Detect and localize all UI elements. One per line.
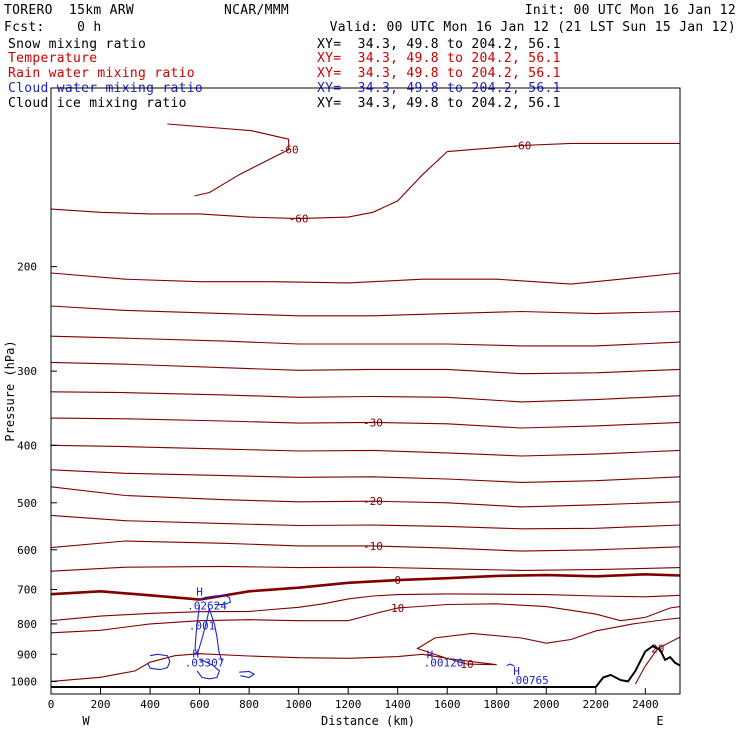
field-name-snow: Snow mixing ratio [8, 37, 147, 52]
temperature-contour [51, 565, 680, 572]
model-title: TORERO 15km ARW [4, 3, 135, 18]
x-tick-label: 200 [91, 698, 111, 711]
cloud-water-contour [147, 653, 171, 671]
cloud-water-contour [506, 663, 515, 667]
temperature-contour-label: -30 [363, 416, 383, 429]
y-axis-label: Pressure (hPa) [3, 340, 17, 441]
cloud-water-label: .00765 [509, 674, 549, 687]
y-tick-label: 500 [17, 497, 37, 510]
x-tick-label: 400 [140, 698, 160, 711]
field-xy-rain: XY= 34.3, 49.8 to 204.2, 56.1 [317, 66, 561, 81]
cloud-water-contour [196, 659, 221, 680]
cloud-water-label: H [196, 585, 203, 598]
temperature-contour [51, 603, 680, 634]
x-tick-label: 1800 [483, 698, 510, 711]
temperature-contour [51, 444, 680, 457]
terrain-line [51, 644, 680, 688]
field-name-temperature: Temperature [8, 51, 98, 66]
cloud-water-label: H [427, 648, 434, 661]
x-axis-label: Distance (km) [321, 714, 415, 728]
cloud-water-label: H [513, 665, 520, 678]
temperature-contour [51, 391, 680, 403]
y-tick-label: 900 [17, 648, 37, 661]
temperature-contour [447, 142, 680, 153]
cloud-water-label: H [193, 647, 200, 660]
temperature-contour-label: -10 [363, 540, 383, 553]
field-name-cloud-ice: Cloud ice mixing ratio [8, 96, 187, 111]
temperature-contour [51, 151, 448, 220]
x-tick-label: 2200 [583, 698, 610, 711]
cloud-water-label: .03307 [185, 657, 225, 670]
x-tick-label: 600 [190, 698, 210, 711]
field-xy-cloud-ice: XY= 34.3, 49.8 to 204.2, 56.1 [317, 96, 561, 111]
valid-time: Valid: 00 UTC Mon 16 Jan 12 (21 LST Sun … [329, 20, 736, 35]
cloud-water-contour [199, 594, 232, 606]
temperature-contour [51, 617, 680, 682]
temperature-contour [167, 123, 290, 197]
temperature-contour [51, 486, 680, 508]
x-tick-label: 1200 [335, 698, 362, 711]
plot-frame [50, 87, 681, 695]
temperature-contour-label: -60 [279, 144, 299, 157]
temperature-contour [51, 272, 680, 285]
cloud-water-contour [239, 670, 256, 679]
cloud-water-label: .001 [189, 620, 216, 633]
temperature-contour [51, 469, 680, 483]
temperature-contour [51, 593, 680, 622]
y-tick-label: 200 [17, 261, 37, 274]
x-tick-label: 800 [239, 698, 259, 711]
y-tick-label: 600 [17, 544, 37, 557]
y-tick-label: 300 [17, 365, 37, 378]
x-tick-label: 2000 [533, 698, 560, 711]
y-tick-label: 700 [17, 584, 37, 597]
y-tick-label: 1000 [11, 675, 38, 688]
field-xy-snow: XY= 34.3, 49.8 to 204.2, 56.1 [317, 37, 561, 52]
field-xy-temperature: XY= 34.3, 49.8 to 204.2, 56.1 [317, 51, 561, 66]
temperature-contour-label: -20 [363, 495, 383, 508]
temperature-contour [51, 361, 680, 375]
temperature-contour-label: -60 [512, 140, 532, 153]
center-title: NCAR/MMM [224, 3, 290, 18]
temperature-contour-label: -60 [289, 213, 309, 226]
temperature-contour [51, 335, 680, 347]
temperature-contour [634, 636, 680, 685]
y-tick-label: 800 [17, 618, 37, 631]
x-tick-label: 0 [48, 698, 55, 711]
east-end-label: E [656, 714, 663, 728]
temperature-contour [51, 572, 680, 601]
y-tick-label: 400 [17, 439, 37, 452]
temperature-contour-label: 10 [391, 602, 404, 615]
field-name-rain: Rain water mixing ratio [8, 66, 195, 81]
x-tick-label: 1000 [285, 698, 312, 711]
cloud-water-label: .02624 [187, 600, 227, 613]
temperature-contour-label: 0 [394, 574, 401, 587]
x-tick-label: 1600 [434, 698, 461, 711]
temperature-contour [51, 514, 680, 530]
cloud-water-label: .00120 [424, 657, 464, 670]
west-end-label: W [82, 714, 90, 728]
cloud-water-contour [208, 607, 223, 662]
temperature-contour [51, 540, 680, 552]
x-tick-label: 1400 [384, 698, 411, 711]
temperature-contour-label: 10 [460, 658, 473, 671]
temperature-contour [51, 305, 680, 317]
x-tick-label: 2400 [632, 698, 659, 711]
forecast-hour: Fcst: 0 h [4, 20, 102, 35]
init-time: Init: 00 UTC Mon 16 Jan 12 [524, 3, 736, 18]
cloud-water-contour [194, 605, 211, 656]
temperature-contour [51, 417, 680, 429]
